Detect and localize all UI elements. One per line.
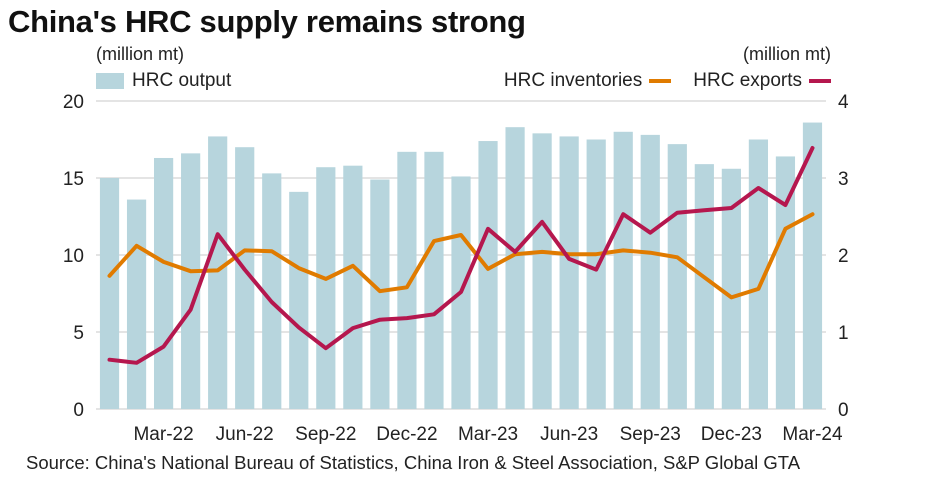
right-axis-tick-label: 4	[838, 92, 849, 113]
bar-hrc-output	[775, 156, 796, 409]
bar-hrc-output	[613, 131, 633, 410]
bar-hrc-output	[640, 134, 660, 409]
x-axis-tick-label: Mar-23	[458, 424, 518, 445]
legend-dash-inventories	[649, 79, 672, 83]
bar-hrc-output	[316, 167, 336, 409]
legend-dash-exports	[809, 79, 831, 83]
chart-title: China's HRC supply remains strong	[8, 4, 526, 39]
x-axis-tick-label: Mar-22	[133, 424, 193, 445]
right-axis-tick-label: 1	[838, 323, 849, 344]
x-axis-tick-label: Jun-22	[216, 424, 274, 445]
left-axis-tick-label: 10	[63, 246, 84, 267]
bar-hrc-output	[370, 179, 390, 409]
line-hrc-inventories	[107, 212, 815, 300]
bar-hrc-output	[721, 168, 741, 409]
bar-hrc-output	[478, 141, 498, 410]
bar-hrc-output	[343, 165, 363, 409]
bar-hrc-output	[667, 144, 687, 409]
x-axis-tick-label: Dec-22	[376, 424, 437, 445]
legend-lines: HRC inventories HRC exports	[504, 70, 831, 92]
legend-swatch-output	[96, 73, 124, 89]
legend-output: HRC output	[96, 70, 231, 92]
bar-hrc-output	[694, 164, 714, 409]
source-note: Source: China's National Bureau of Stati…	[26, 452, 801, 473]
left-axis-tick-label: 5	[73, 323, 84, 344]
bar-hrc-output	[262, 173, 282, 409]
x-axis-tick-label: Mar-24	[782, 424, 843, 445]
bar-hrc-output	[289, 191, 309, 409]
left-axis-unit: (million mt)	[96, 44, 184, 64]
x-axis-tick-label: Jun-23	[540, 424, 598, 445]
legend-inventories: HRC inventories	[503, 70, 672, 92]
x-axis-tick-label: Sep-23	[620, 424, 681, 445]
right-axis-unit: (million mt)	[743, 44, 831, 64]
bar-hrc-output	[559, 136, 579, 410]
legend-label-exports: HRC exports	[693, 70, 802, 91]
legend-label-output: HRC output	[132, 70, 232, 91]
right-axis-tick-label: 3	[838, 169, 849, 190]
bar-hrc-output	[586, 139, 606, 409]
bar-hrc-output	[532, 133, 552, 409]
left-axis-tick-label: 0	[73, 400, 84, 421]
bar-hrc-output	[397, 151, 417, 409]
bar-hrc-output	[424, 151, 444, 409]
legend-exports: HRC exports	[693, 70, 831, 92]
bar-hrc-output	[181, 153, 201, 409]
bar-hrc-output	[802, 122, 823, 409]
bar-hrc-output	[748, 139, 769, 409]
bar-hrc-output	[505, 127, 525, 410]
left-axis-tick-label: 15	[63, 169, 84, 190]
line-hrc-exports	[107, 146, 815, 365]
bar-hrc-output	[153, 157, 174, 409]
x-axis-tick-label: Dec-23	[701, 424, 762, 445]
bar-hrc-output	[126, 199, 147, 409]
left-axis-tick-label: 20	[63, 92, 84, 113]
bar-hrc-output	[208, 136, 228, 410]
right-axis-tick-label: 0	[838, 400, 849, 421]
bar-hrc-output	[99, 178, 120, 409]
bar-hrc-output	[235, 147, 255, 409]
legend-label-inventories: HRC inventories	[503, 70, 643, 91]
right-axis-tick-label: 2	[838, 246, 849, 267]
x-axis-tick-label: Sep-22	[295, 424, 356, 445]
